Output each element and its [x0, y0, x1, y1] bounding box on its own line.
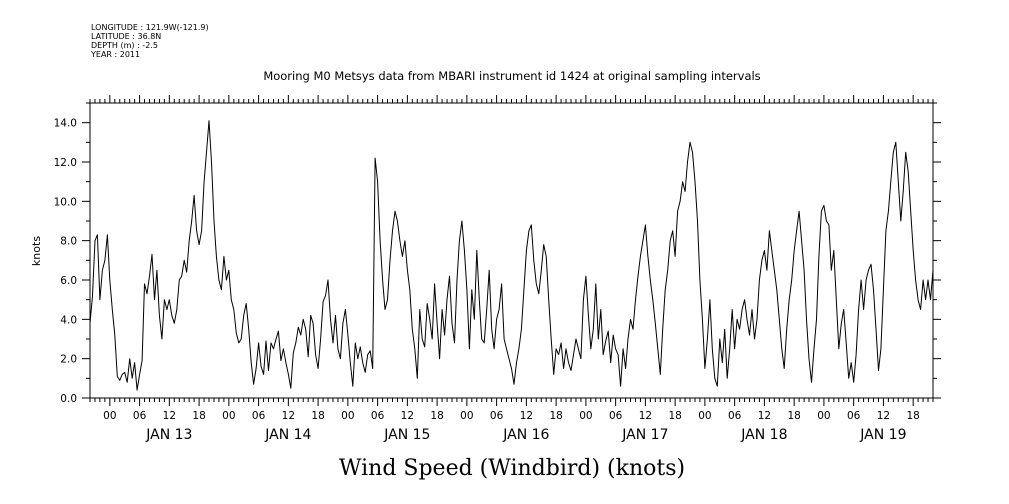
x-hour-label: 00 — [579, 410, 592, 422]
x-day-label: JAN 14 — [264, 427, 311, 443]
x-hour-label: 00 — [817, 410, 830, 422]
x-hour-label: 00 — [460, 410, 473, 422]
y-tick-label: 6.0 — [60, 275, 77, 287]
x-hour-label: 18 — [311, 410, 324, 422]
y-axis-label: knots — [30, 236, 43, 266]
x-hour-label: 12 — [758, 410, 771, 422]
x-hour-label: 12 — [401, 410, 414, 422]
x-day-label: JAN 18 — [740, 427, 787, 443]
x-axis-label: Wind Speed (Windbird) (knots) — [339, 456, 685, 481]
x-hour-label: 06 — [133, 410, 147, 422]
x-hour-label: 12 — [877, 410, 890, 422]
axis-ticks — [82, 95, 941, 406]
x-day-label: JAN 16 — [502, 427, 549, 443]
metadata-year: YEAR : 2011 — [90, 50, 140, 59]
x-hour-label: 06 — [728, 410, 742, 422]
chart-title: Mooring M0 Metsys data from MBARI instru… — [263, 69, 760, 83]
y-tick-label: 0.0 — [60, 393, 77, 405]
x-hour-label: 06 — [490, 410, 504, 422]
metadata-depth: DEPTH (m) : -2.5 — [91, 41, 158, 50]
y-tick-labels: 0.0 2.0 4.0 6.0 8.0 10.0 12.0 14.0 — [54, 118, 77, 405]
y-tick-label: 10.0 — [54, 196, 77, 208]
x-hour-label: 18 — [192, 410, 205, 422]
x-hour-label: 00 — [698, 410, 711, 422]
x-day-label: JAN 13 — [145, 427, 192, 443]
x-hour-label: 06 — [609, 410, 623, 422]
x-day-label: JAN 19 — [859, 427, 906, 443]
y-tick-label: 14.0 — [54, 118, 77, 130]
x-hour-labels: 00 06 12 18 00 06 12 18 00 06 12 18 00 06 12 18 00 06 12 18… — [103, 410, 920, 422]
x-hour-label: 12 — [520, 410, 533, 422]
x-hour-label: 06 — [371, 410, 385, 422]
x-hour-label: 00 — [222, 410, 235, 422]
x-day-labels: JAN 13 JAN 14 JAN 15 JAN 16 JAN 17 JAN 18 JAN … — [145, 427, 906, 443]
y-tick-label: 2.0 — [60, 354, 77, 366]
x-hour-label: 06 — [252, 410, 266, 422]
y-tick-label: 12.0 — [54, 157, 77, 169]
x-hour-label: 12 — [282, 410, 295, 422]
x-hour-label: 18 — [430, 410, 443, 422]
y-tick-label: 8.0 — [60, 236, 77, 248]
x-hour-label: 00 — [341, 410, 354, 422]
x-day-label: JAN 17 — [621, 427, 668, 443]
x-hour-label: 18 — [787, 410, 800, 422]
x-hour-label: 00 — [103, 410, 116, 422]
metadata-longitude: LONGITUDE : 121.9W(-121.9) — [91, 23, 209, 32]
y-tick-label: 4.0 — [60, 314, 77, 326]
x-hour-label: 12 — [639, 410, 652, 422]
wind-speed-line — [89, 120, 934, 391]
x-hour-label: 06 — [847, 410, 861, 422]
x-hour-label: 12 — [163, 410, 176, 422]
x-hour-label: 18 — [668, 410, 681, 422]
metadata-block: LONGITUDE : 121.9W(-121.9) LATITUDE : 36… — [90, 23, 209, 59]
metadata-latitude: LATITUDE : 36.8N — [91, 32, 161, 41]
x-day-label: JAN 15 — [383, 427, 430, 443]
x-hour-label: 18 — [906, 410, 919, 422]
x-hour-label: 18 — [549, 410, 562, 422]
